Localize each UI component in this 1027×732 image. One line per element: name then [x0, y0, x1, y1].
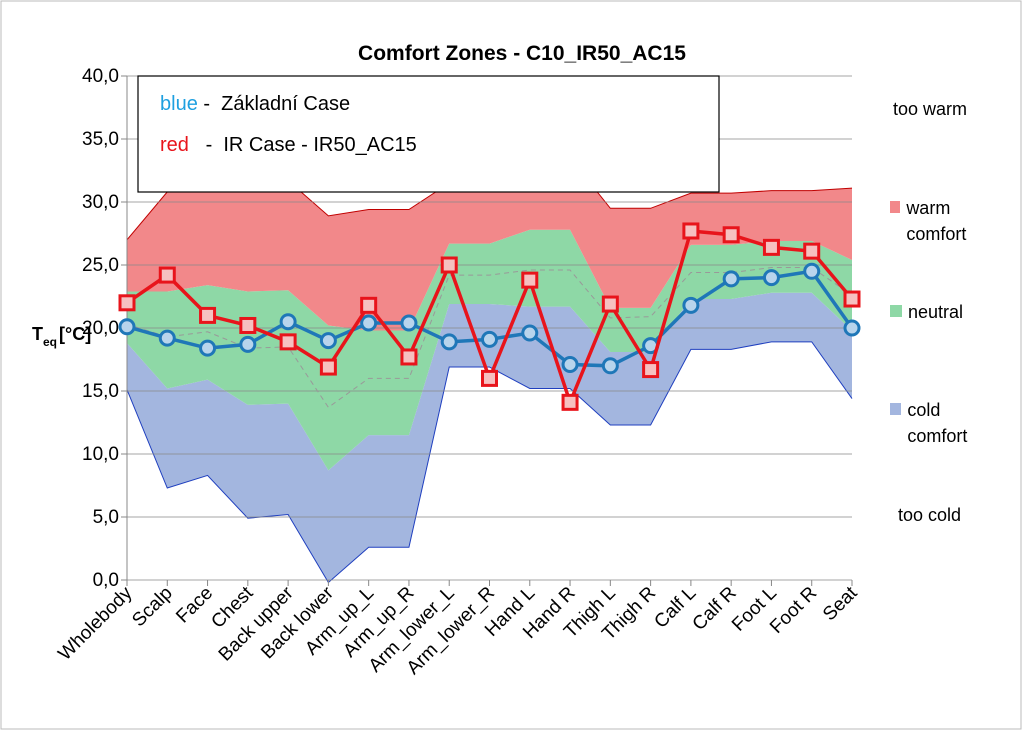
y-label-sub: eq [43, 335, 57, 349]
legend-label: neutral [908, 302, 964, 322]
zone-label: too cold [898, 505, 962, 525]
point [601, 295, 619, 313]
point [682, 296, 700, 314]
legend-entry: blue - Základní Case [160, 93, 350, 115]
y-tick-label: 40,0 [82, 66, 119, 87]
zone-area [127, 292, 852, 583]
point [481, 369, 498, 387]
legend-label: warm comfort [906, 198, 967, 244]
y-axis-label: Teq [°C] [32, 324, 91, 349]
point [803, 262, 821, 280]
point [843, 290, 861, 308]
point [279, 313, 297, 331]
legend-box [137, 75, 720, 193]
point [199, 339, 217, 357]
point [843, 319, 861, 337]
point [319, 332, 337, 350]
point [762, 269, 780, 287]
point [400, 348, 418, 366]
point [561, 393, 579, 411]
point [239, 335, 257, 353]
zone-legend: warm comfort [890, 195, 1000, 247]
legend-key: red [160, 134, 189, 156]
point [521, 324, 539, 342]
legend-key: blue [160, 93, 198, 115]
legend-swatch [890, 201, 901, 213]
legend-label: cold comfort [907, 400, 968, 446]
y-tick-label: 15,0 [82, 381, 119, 402]
point [803, 242, 821, 260]
point [118, 294, 136, 312]
point [762, 238, 780, 256]
point [158, 266, 176, 284]
point [360, 314, 378, 332]
point [682, 222, 700, 240]
y-tick-label: 5,0 [93, 507, 119, 528]
y-tick-label: 25,0 [82, 255, 119, 276]
point [319, 358, 337, 376]
y-tick-label: 35,0 [82, 129, 119, 150]
zone-area [127, 229, 852, 471]
y-tick-label: 10,0 [82, 444, 119, 465]
legend-desc: - Základní Case [198, 93, 350, 115]
point [722, 270, 740, 288]
y-label-unit: [°C] [59, 324, 91, 344]
point [440, 333, 458, 351]
legend-swatch [890, 403, 902, 415]
point [440, 256, 458, 274]
point [158, 329, 176, 347]
legend-swatch [890, 305, 902, 317]
y-tick-label: 30,0 [82, 192, 119, 213]
point [118, 318, 136, 336]
legend-desc: - IR Case - IR50_AC15 [189, 134, 417, 156]
point [360, 296, 378, 314]
point [521, 271, 539, 289]
legend-entry: red - IR Case - IR50_AC15 [160, 134, 417, 156]
chart-title: Comfort Zones - C10_IR50_AC15 [358, 42, 686, 65]
y-tick-label: 0,0 [93, 570, 119, 591]
y-tick-label: 20,0 [82, 318, 119, 339]
point [642, 361, 660, 379]
point [400, 314, 418, 332]
zone-legend: neutral [890, 299, 1000, 325]
zone-label: too warm [893, 99, 968, 119]
point [481, 330, 498, 348]
point [601, 357, 619, 375]
point [561, 356, 579, 374]
point [722, 226, 740, 244]
zone-edge [126, 341, 853, 584]
point [239, 316, 257, 334]
y-label-main: T [32, 324, 43, 344]
zone-legend: cold comfort [890, 397, 1000, 449]
point [279, 333, 297, 351]
point [199, 306, 217, 324]
